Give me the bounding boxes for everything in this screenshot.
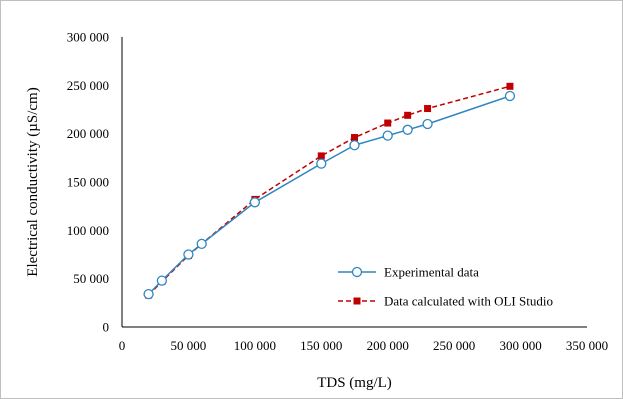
x-tick-labels: 0 50 000 100 000 150 000 200 000 250 000 300 0…: [119, 338, 608, 353]
series-layer: [143, 82, 516, 300]
data-point: [196, 238, 207, 250]
axes: [121, 37, 587, 328]
x-tick-label: 50 000: [171, 338, 207, 353]
data-point: [156, 275, 168, 286]
data-point: [404, 111, 412, 119]
legend: Experimental data Data calculated with OL…: [338, 265, 553, 309]
y-axis-label: Electrical conductivity (µS/cm): [25, 87, 41, 276]
x-tick-label: 200 000: [367, 338, 409, 353]
data-point: [506, 82, 514, 90]
x-tick-label: 100 000: [234, 338, 276, 353]
legend-item: Data calculated with OLI Studio: [338, 294, 553, 309]
data-point: [183, 249, 194, 260]
y-tick-label: 200 000: [67, 126, 109, 141]
x-tick-label: 300 000: [499, 338, 541, 353]
data-point: [422, 118, 433, 130]
x-tick-label: 250 000: [433, 338, 475, 353]
x-axis-label: TDS (mg/L): [317, 375, 392, 391]
legend-item: Experimental data: [338, 265, 479, 280]
data-point: [249, 197, 261, 208]
data-point: [351, 134, 358, 142]
data-point: [349, 140, 360, 151]
data-point: [504, 90, 516, 102]
legend-label: Experimental data: [384, 265, 479, 280]
y-tick-label: 50 000: [73, 271, 109, 286]
x-tick-label: 350 000: [566, 338, 608, 353]
x-tick-label: 150 000: [300, 338, 342, 353]
data-point: [402, 124, 413, 135]
data-point: [317, 152, 325, 160]
legend-swatch-marker: [351, 266, 363, 278]
x-tick-label: 0: [119, 338, 126, 353]
data-point: [384, 119, 392, 127]
y-tick-label: 100 000: [67, 223, 109, 238]
y-tick-label: 300 000: [67, 30, 109, 45]
y-tick-labels: 0 50 000 100 000 150 000 200 000 250 000 300 0…: [67, 30, 109, 335]
legend-swatch-marker: [353, 297, 361, 305]
y-tick-label: 150 000: [67, 175, 109, 190]
legend-label: Data calculated with OLI Studio: [384, 294, 553, 309]
data-point: [316, 158, 327, 169]
data-point: [424, 105, 432, 113]
y-tick-label: 0: [103, 320, 110, 335]
series-0: [143, 90, 516, 300]
y-tick-label: 250 000: [67, 78, 109, 93]
data-point: [382, 130, 393, 141]
data-point: [143, 288, 154, 300]
